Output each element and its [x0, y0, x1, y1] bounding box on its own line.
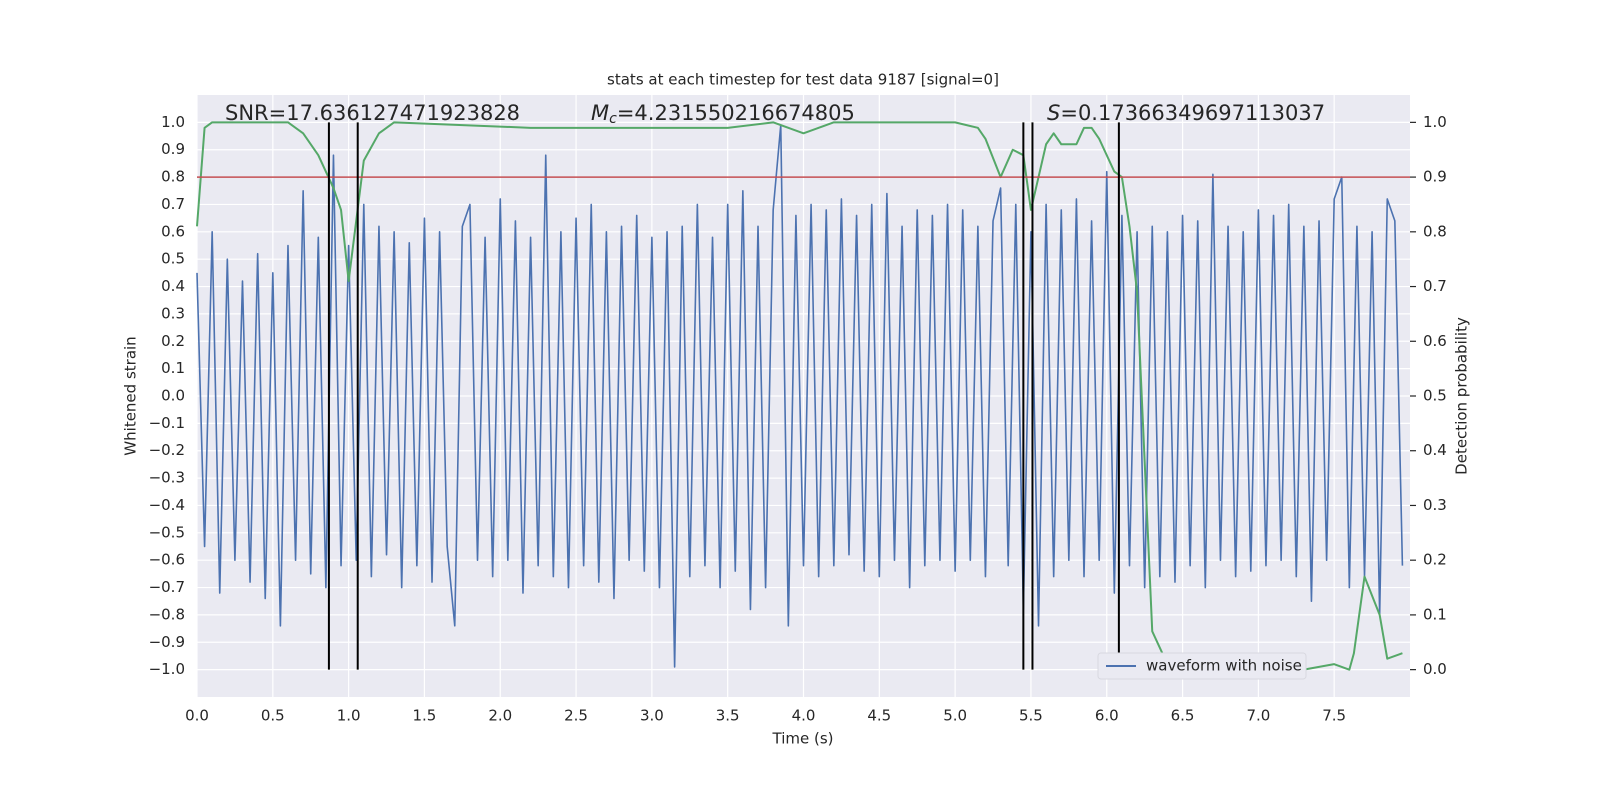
- legend-box: [1097, 652, 1307, 680]
- y-tick-label: −1.0: [149, 660, 185, 678]
- y2-tick-label: 0.8: [1423, 222, 1447, 240]
- x-tick-label: 1.5: [413, 707, 437, 725]
- annotation: Mc=4.231550216674805: [591, 101, 855, 127]
- y-tick-label: −0.2: [149, 441, 185, 459]
- y-tick-label: 0.9: [161, 140, 185, 158]
- y2-tick-label: 0.9: [1423, 168, 1447, 186]
- y2-axis-label: Detection probability: [1453, 317, 1471, 475]
- y-tick-label: −0.4: [149, 496, 185, 514]
- y-tick-label: −0.5: [149, 523, 185, 541]
- y-tick-label: 0.7: [161, 195, 185, 213]
- y2-tick-label: 0.1: [1423, 605, 1447, 623]
- y-tick-label: 0.2: [161, 332, 185, 350]
- y-tick-label: 0.5: [161, 250, 185, 268]
- y-tick-label: 0.4: [161, 277, 185, 295]
- x-tick-label: 5.5: [1019, 707, 1043, 725]
- y2-tick-label: 0.3: [1423, 496, 1447, 514]
- y2-tick-label: 0.6: [1423, 332, 1447, 350]
- x-axis-label: Time (s): [772, 730, 834, 748]
- y-axis-label: Whitened strain: [122, 336, 140, 455]
- x-tick-label: 6.0: [1095, 707, 1119, 725]
- y-tick-label: −0.6: [149, 551, 185, 569]
- x-tick-label: 5.0: [943, 707, 967, 725]
- y2-tick-label: 0.5: [1423, 387, 1447, 405]
- x-tick-label: 3.5: [716, 707, 740, 725]
- y2-tick-label: 0.7: [1423, 277, 1447, 295]
- x-tick-label: 6.5: [1171, 707, 1195, 725]
- y-tick-label: 0.6: [161, 222, 185, 240]
- legend: waveform with noise: [1097, 652, 1307, 680]
- annotation-text: =4.231550216674805: [617, 101, 855, 125]
- x-tick-label: 4.5: [867, 707, 891, 725]
- y-tick-label: 0.1: [161, 359, 185, 377]
- y2-tick-label: 0.4: [1423, 441, 1447, 459]
- x-tick-label: 1.0: [337, 707, 361, 725]
- y-tick-label: 0.8: [161, 168, 185, 186]
- legend-label: waveform with noise: [1146, 657, 1302, 675]
- annotation: S=0.17366349697113037: [1047, 101, 1325, 125]
- y2-tick-label: 1.0: [1423, 113, 1447, 131]
- annotation-text: SNR=17.636127471923828: [225, 101, 520, 125]
- y2-tick-label: 0.0: [1423, 660, 1447, 678]
- y-tick-label: −0.7: [149, 578, 185, 596]
- y-tick-label: −0.3: [149, 469, 185, 487]
- x-tick-label: 0.0: [185, 707, 209, 725]
- x-tick-label: 0.5: [261, 707, 285, 725]
- y-tick-label: −0.1: [149, 414, 185, 432]
- x-tick-label: 3.0: [640, 707, 664, 725]
- annotation-subscript: c: [609, 111, 617, 127]
- x-tick-label: 4.0: [792, 707, 816, 725]
- y-tick-label: 1.0: [161, 113, 185, 131]
- x-tick-label: 7.0: [1246, 707, 1270, 725]
- annotation-symbol: M: [591, 101, 609, 125]
- annotation-symbol: S: [1047, 101, 1060, 125]
- annotation: SNR=17.636127471923828: [225, 101, 520, 125]
- y-tick-label: 0.0: [161, 387, 185, 405]
- waveform-line: [196, 124, 1404, 668]
- x-tick-label: 2.0: [488, 707, 512, 725]
- y-tick-label: −0.8: [149, 605, 185, 623]
- y-tick-label: −0.9: [149, 633, 185, 651]
- annotation-text: =0.17366349697113037: [1060, 101, 1325, 125]
- x-tick-label: 2.5: [564, 707, 588, 725]
- y2-tick-label: 0.2: [1423, 551, 1447, 569]
- y-tick-label: 0.3: [161, 304, 185, 322]
- x-tick-label: 7.5: [1322, 707, 1346, 725]
- chart-title: stats at each timestep for test data 918…: [607, 71, 999, 89]
